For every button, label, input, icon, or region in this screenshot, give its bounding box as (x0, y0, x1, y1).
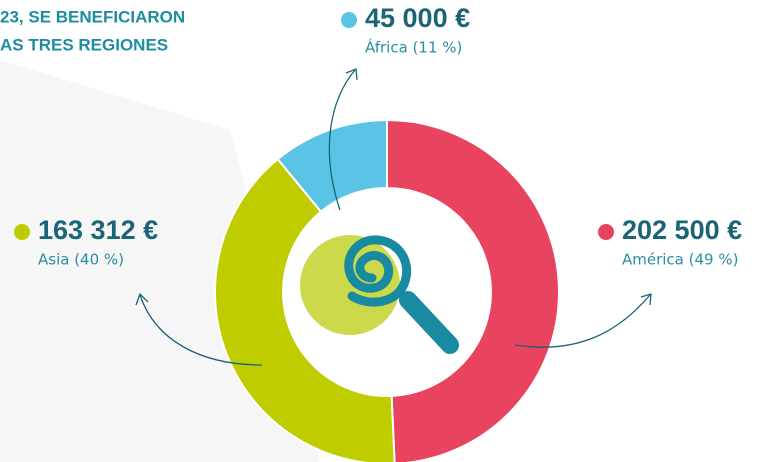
magnifier-icon (300, 235, 459, 354)
legend-dot (14, 224, 30, 240)
category-label: América (49 %) (622, 251, 738, 269)
value-label: 202 500 € (622, 215, 742, 245)
arrows (135, 68, 652, 366)
category-label: África (11 %) (365, 38, 462, 57)
slice (276, 118, 388, 214)
slice (386, 118, 560, 462)
category-label: Asia (40 %) (38, 251, 124, 269)
chart-title: AS TRES REGIONES (0, 35, 168, 54)
legend-dot (598, 224, 614, 240)
chart-title: 23, SE BENEFICIARON (0, 7, 185, 26)
value-label: 45 000 € (365, 3, 470, 33)
slice (214, 157, 396, 462)
value-label: 163 312 € (38, 215, 158, 245)
legend-dot (341, 12, 357, 28)
